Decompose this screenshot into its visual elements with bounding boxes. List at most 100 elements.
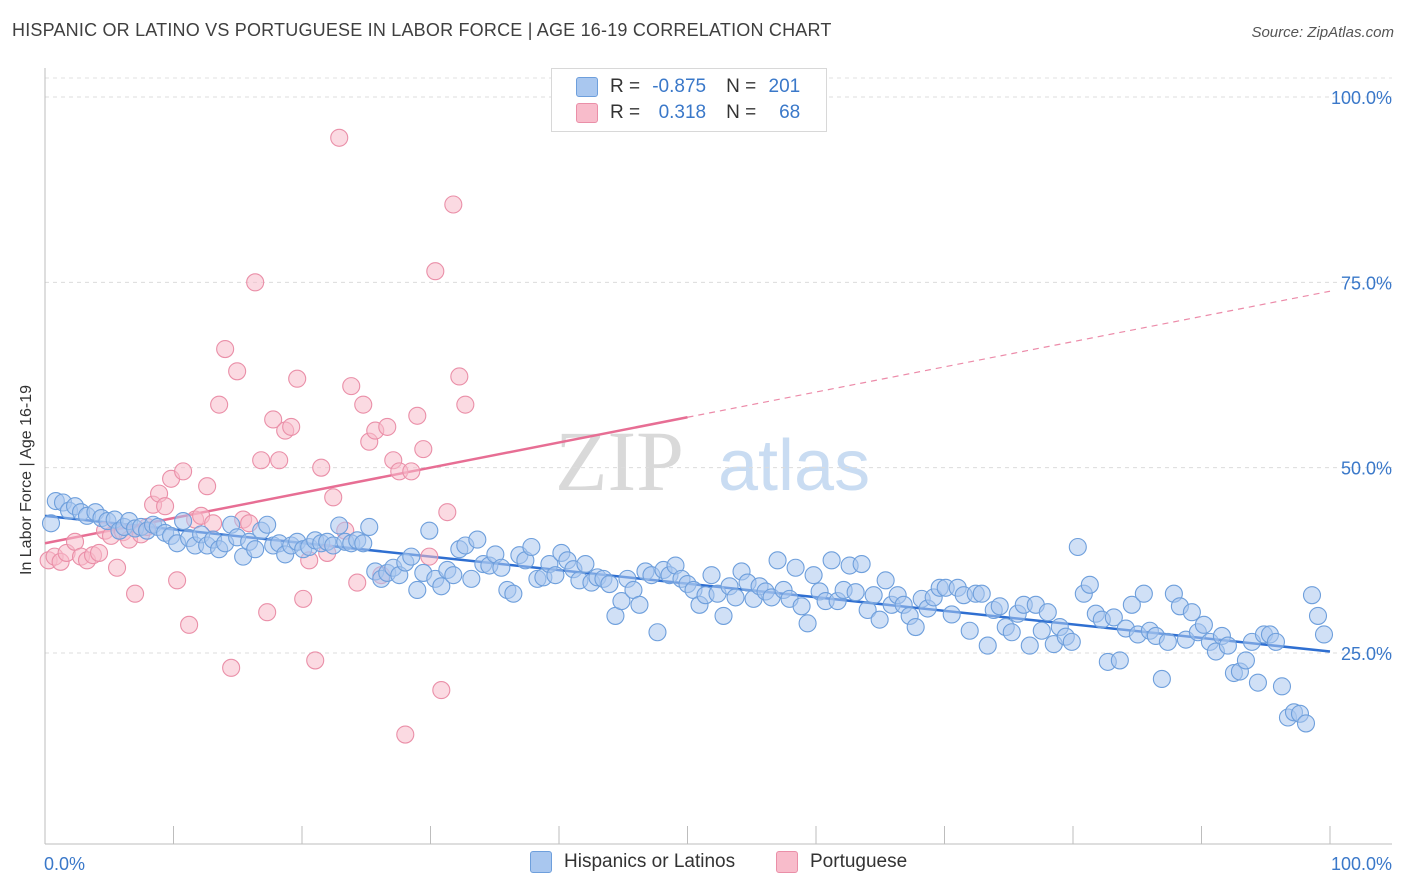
point-hispanic — [852, 554, 871, 574]
point-portuguese — [264, 410, 283, 429]
point-hispanic — [246, 540, 265, 559]
watermark-atlas: atlas — [718, 426, 870, 506]
point-portuguese — [198, 477, 217, 496]
point-portuguese — [294, 589, 313, 608]
point-portuguese — [312, 458, 331, 477]
legend-r-label: R = — [610, 76, 641, 97]
source-label: Source: ZipAtlas.com — [1251, 24, 1394, 41]
point-hispanic — [1068, 537, 1087, 557]
point-hispanic — [1266, 632, 1286, 651]
point-portuguese — [396, 725, 415, 744]
point-hispanic — [420, 521, 439, 540]
point-hispanic — [942, 605, 961, 624]
point-hispanic — [792, 597, 811, 616]
point-portuguese — [354, 395, 373, 414]
point-hispanic — [1218, 636, 1237, 655]
point-hispanic — [648, 623, 667, 642]
legend-label-hispanic: Hispanics or Latinos — [564, 851, 736, 872]
point-portuguese — [270, 451, 289, 470]
legend-row-portuguese: R = 0.318 N = 68 — [576, 100, 800, 126]
point-hispanic — [1302, 586, 1322, 605]
point-hispanic — [1020, 636, 1039, 655]
point-portuguese — [324, 488, 343, 507]
point-hispanic — [1104, 608, 1123, 627]
legend-swatch-portuguese — [576, 103, 598, 123]
point-hispanic — [978, 636, 997, 655]
point-hispanic — [726, 588, 745, 607]
point-hispanic — [522, 537, 541, 557]
point-hispanic — [1272, 677, 1292, 696]
point-hispanic — [402, 547, 421, 566]
point-hispanic — [612, 592, 631, 611]
point-portuguese — [216, 340, 235, 359]
point-hispanic — [798, 614, 817, 633]
legend-row-hispanic: R = -0.875 N = 201 — [576, 74, 800, 100]
point-portuguese — [342, 377, 361, 396]
x-tick-label: 0.0% — [44, 854, 85, 874]
point-hispanic — [804, 566, 823, 585]
legend-n-label: N = — [726, 76, 757, 97]
legend-item-hispanic[interactable]: Hispanics or Latinos — [530, 851, 735, 873]
point-hispanic — [1152, 669, 1171, 688]
point-portuguese — [456, 395, 475, 414]
x-tick-label: 100.0% — [1331, 854, 1392, 874]
chart-title: HISPANIC OR LATINO VS PORTUGUESE IN LABO… — [12, 20, 832, 40]
point-hispanic — [1158, 632, 1177, 651]
point-hispanic — [360, 517, 379, 537]
point-portuguese — [210, 395, 229, 414]
point-hispanic — [1122, 595, 1141, 614]
point-hispanic — [462, 569, 481, 588]
point-hispanic — [1062, 632, 1081, 651]
point-hispanic — [576, 554, 595, 574]
point-hispanic — [1080, 575, 1099, 594]
point-portuguese — [288, 369, 307, 388]
point-hispanic — [1248, 673, 1267, 692]
point-hispanic — [822, 551, 841, 570]
point-portuguese — [420, 547, 439, 566]
point-portuguese — [444, 195, 463, 214]
point-hispanic — [1296, 714, 1316, 733]
legend-n-value: 201 — [768, 76, 801, 97]
watermark-zip: ZIP — [555, 413, 684, 509]
legend-swatch-hispanic — [576, 77, 598, 97]
point-hispanic — [1134, 584, 1153, 603]
legend-r-value: -0.875 — [652, 76, 707, 97]
point-hispanic — [972, 584, 991, 603]
point-hispanic — [906, 618, 925, 637]
legend-swatch-portuguese — [776, 851, 798, 873]
point-hispanic — [786, 558, 805, 577]
point-portuguese — [252, 451, 271, 470]
y-tick-label: 75.0% — [1341, 273, 1392, 293]
point-hispanic — [1236, 651, 1255, 670]
legend-item-portuguese[interactable]: Portuguese — [776, 851, 907, 873]
point-hispanic — [1002, 623, 1021, 642]
point-hispanic — [1032, 621, 1051, 640]
point-hispanic — [960, 621, 979, 640]
point-hispanic — [702, 566, 721, 585]
point-hispanic — [408, 580, 427, 600]
point-hispanic — [870, 610, 889, 629]
point-hispanic — [630, 595, 649, 614]
point-hispanic — [504, 584, 523, 603]
point-hispanic — [1308, 606, 1328, 625]
point-portuguese — [414, 440, 433, 459]
y-axis-label: In Labor Force | Age 16-19 — [18, 384, 35, 575]
point-hispanic — [492, 558, 511, 577]
point-hispanic — [876, 571, 895, 590]
point-hispanic — [864, 586, 883, 605]
point-hispanic — [846, 583, 865, 602]
point-portuguese — [402, 462, 421, 481]
series-legend: Hispanics or Latinos Portuguese — [0, 851, 1406, 879]
point-hispanic — [768, 551, 787, 570]
point-portuguese — [228, 362, 247, 381]
point-hispanic — [1038, 603, 1057, 622]
point-portuguese — [306, 651, 325, 670]
point-portuguese — [432, 681, 451, 700]
stats-legend: R = -0.875 N = 201 R = 0.318 N = 68 — [551, 68, 827, 132]
y-tick-label: 25.0% — [1341, 644, 1392, 664]
trendline-portuguese-extension — [687, 290, 1331, 418]
point-portuguese — [282, 417, 301, 436]
y-tick-label: 50.0% — [1341, 459, 1392, 479]
point-hispanic — [600, 575, 619, 594]
